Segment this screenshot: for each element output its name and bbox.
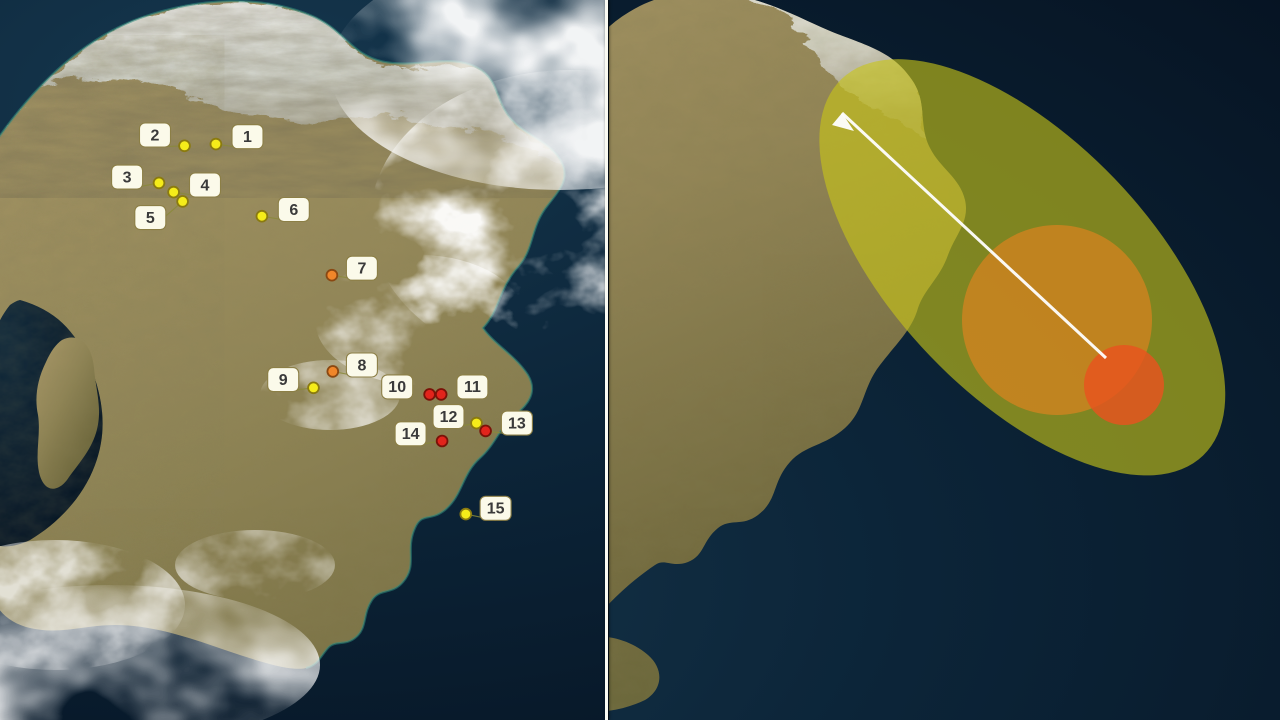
- svg-text:11: 11: [464, 379, 481, 396]
- svg-text:8: 8: [357, 357, 366, 374]
- svg-text:14: 14: [402, 426, 420, 443]
- svg-text:15: 15: [487, 501, 505, 518]
- svg-text:5: 5: [146, 210, 155, 227]
- svg-text:13: 13: [508, 415, 526, 432]
- svg-text:2: 2: [151, 127, 160, 144]
- svg-text:1: 1: [243, 129, 252, 146]
- svg-text:4: 4: [201, 177, 210, 194]
- svg-text:3: 3: [123, 169, 132, 186]
- svg-text:12: 12: [440, 409, 458, 426]
- svg-text:9: 9: [279, 372, 288, 389]
- svg-text:6: 6: [289, 202, 298, 219]
- svg-text:10: 10: [388, 379, 406, 396]
- svg-text:7: 7: [357, 261, 366, 278]
